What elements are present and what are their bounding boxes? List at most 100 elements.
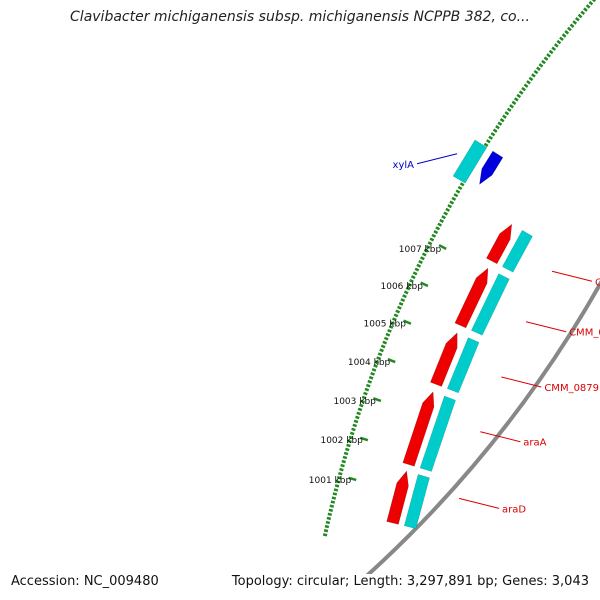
minor-tick xyxy=(376,356,381,361)
minor-tick xyxy=(536,66,541,71)
minor-tick xyxy=(421,252,427,257)
minor-tick xyxy=(377,352,383,357)
forward-cds-arrow xyxy=(386,470,409,525)
minor-tick xyxy=(334,484,340,488)
minor-tick xyxy=(363,391,368,396)
minor-tick xyxy=(382,340,388,345)
minor-tick xyxy=(333,488,339,492)
minor-tick xyxy=(352,423,358,428)
forward-cds-arrow xyxy=(454,267,489,329)
major-tick xyxy=(372,397,382,403)
minor-tick xyxy=(423,248,429,253)
minor-tick xyxy=(546,53,551,58)
minor-tick xyxy=(509,104,514,109)
minor-tick xyxy=(388,325,394,329)
minor-tick xyxy=(455,189,461,194)
gene-label: CMM_0880 xyxy=(569,328,600,339)
minor-tick xyxy=(395,309,401,314)
minor-tick xyxy=(367,379,372,384)
minor-tick xyxy=(329,504,335,508)
minor-tick xyxy=(427,241,433,246)
minor-tick xyxy=(435,226,441,231)
minor-tick xyxy=(340,463,345,468)
minor-tick xyxy=(405,286,411,291)
minor-tick xyxy=(533,69,539,75)
gene-leader-line xyxy=(480,431,521,443)
scale-ticks xyxy=(322,0,596,537)
minor-tick xyxy=(457,185,463,190)
minor-tick xyxy=(502,114,507,119)
minor-tick xyxy=(564,30,570,35)
label-leader-lines xyxy=(416,153,593,509)
companion-track-segment xyxy=(501,229,533,273)
minor-tick xyxy=(402,294,407,299)
scale-label: 1006 kbp xyxy=(381,282,424,292)
minor-tick xyxy=(365,383,371,388)
minor-tick xyxy=(393,313,399,318)
minor-tick xyxy=(341,459,346,464)
minor-tick xyxy=(495,125,500,130)
minor-tick xyxy=(433,230,439,235)
scale-label: 1003 kbp xyxy=(333,397,376,407)
minor-tick xyxy=(412,271,418,276)
minor-tick xyxy=(588,0,594,6)
minor-tick xyxy=(556,39,562,45)
minor-tick xyxy=(346,443,351,448)
minor-tick xyxy=(327,512,333,517)
minor-tick xyxy=(499,118,505,123)
major-tick xyxy=(387,357,396,364)
minor-tick xyxy=(431,233,437,238)
minor-tick xyxy=(439,218,444,223)
gene-leader-line xyxy=(416,153,458,165)
minor-tick xyxy=(523,83,529,88)
minor-tick xyxy=(400,298,406,302)
scale-label: 1005 kbp xyxy=(364,320,407,330)
minor-tick xyxy=(486,139,491,144)
minor-tick xyxy=(355,415,360,420)
minor-tick xyxy=(414,267,420,272)
minor-tick xyxy=(322,533,328,537)
minor-tick xyxy=(383,336,389,341)
feature-tracks xyxy=(386,139,533,530)
gene-leader-line xyxy=(501,376,542,388)
minor-tick xyxy=(338,471,343,476)
minor-tick xyxy=(528,76,534,82)
minor-tick xyxy=(379,348,384,353)
minor-tick xyxy=(575,16,580,22)
minor-tick xyxy=(459,182,465,187)
minor-tick xyxy=(551,46,557,51)
minor-tick xyxy=(583,7,588,12)
minor-tick xyxy=(513,97,519,102)
minor-tick xyxy=(335,480,341,484)
minor-tick xyxy=(492,128,498,133)
gene-label: CMM_0879 xyxy=(544,383,599,394)
minor-tick xyxy=(488,135,493,140)
topology-info-text: Topology: circular; Length: 3,297,891 bp… xyxy=(229,574,591,589)
minor-tick xyxy=(336,476,342,480)
gene-leader-line xyxy=(525,321,567,333)
minor-tick xyxy=(387,328,392,333)
companion-track-segment xyxy=(403,474,430,530)
minor-tick xyxy=(497,121,503,126)
minor-tick xyxy=(543,56,549,61)
minor-tick xyxy=(339,467,344,472)
minor-tick xyxy=(349,431,355,436)
minor-tick xyxy=(516,93,522,99)
minor-tick xyxy=(371,368,377,372)
scale-label: 1001 kbp xyxy=(309,476,352,486)
gene-label: araA xyxy=(523,438,546,449)
minor-tick xyxy=(390,321,396,326)
minor-tick xyxy=(437,222,443,227)
minor-tick xyxy=(330,500,336,504)
major-tick xyxy=(348,476,357,482)
minor-tick xyxy=(373,364,378,368)
minor-tick xyxy=(561,33,567,38)
minor-tick xyxy=(380,344,386,349)
forward-cds-arrow xyxy=(486,223,513,265)
minor-tick xyxy=(325,520,331,525)
minor-tick xyxy=(331,496,337,500)
minor-tick xyxy=(490,132,496,137)
minor-tick xyxy=(441,215,446,220)
minor-tick xyxy=(531,73,536,78)
